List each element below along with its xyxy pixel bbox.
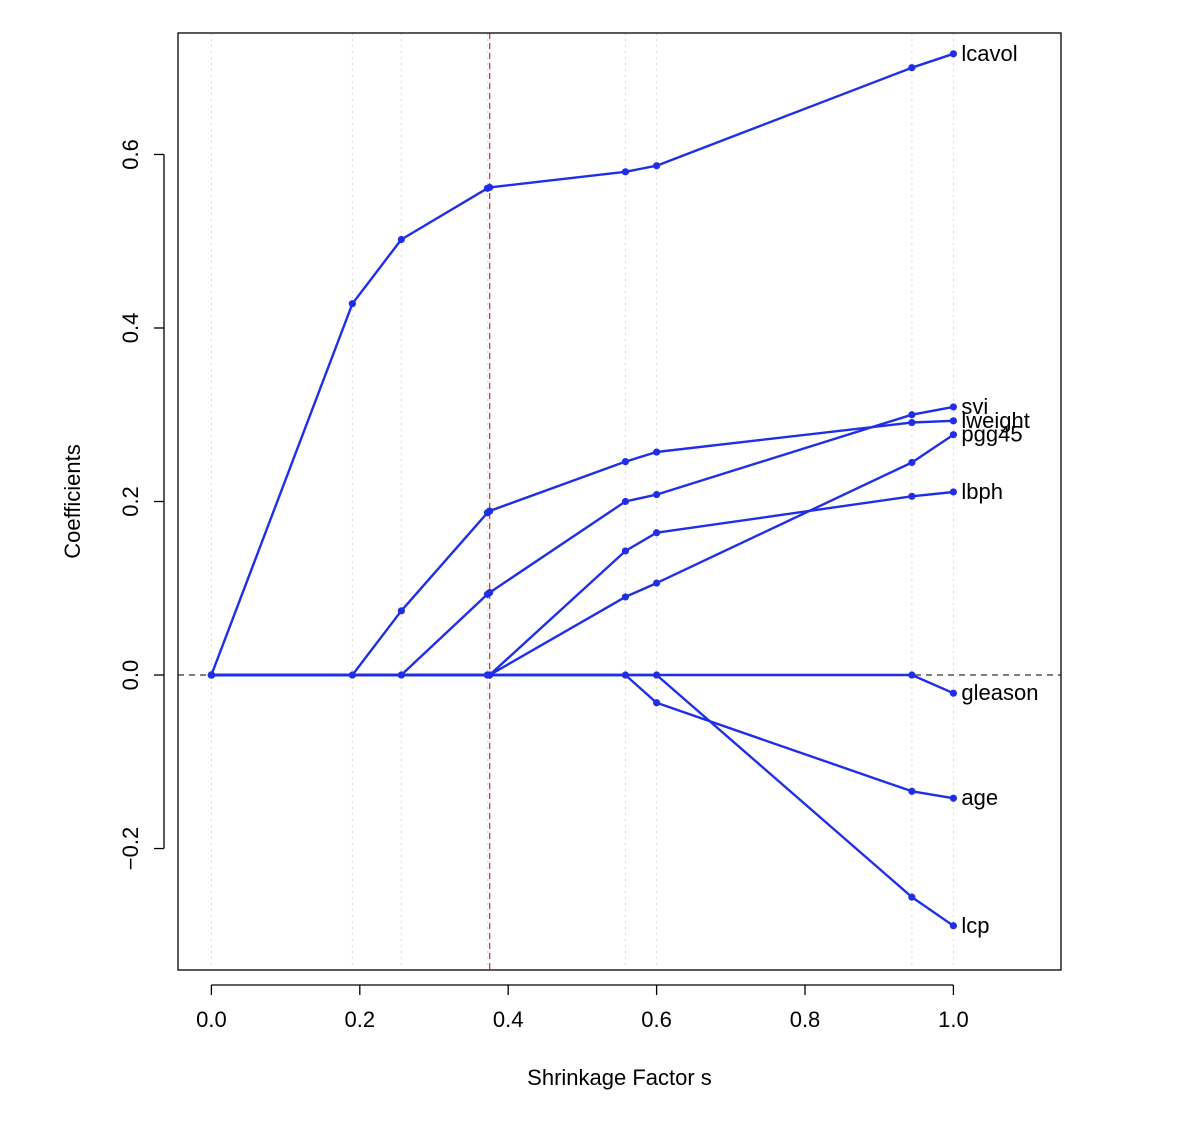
series-line-gleason <box>211 673 954 695</box>
x-tick-label: 0.0 <box>196 1007 227 1032</box>
data-point <box>621 593 630 601</box>
series-line-lcp <box>211 673 955 927</box>
series-line-svi <box>211 405 954 677</box>
series-label-age: age <box>961 785 998 810</box>
x-tick-label: 0.6 <box>641 1007 672 1032</box>
data-point <box>949 794 958 802</box>
data-point <box>653 699 661 707</box>
x-tick-label: 0.8 <box>790 1007 821 1032</box>
data-point <box>908 418 916 427</box>
data-point <box>653 529 661 537</box>
series-pgg45: pgg45 <box>207 422 1023 679</box>
data-point <box>621 168 630 176</box>
data-point <box>908 64 916 72</box>
data-point <box>621 457 630 466</box>
data-point <box>397 235 405 244</box>
y-tick-label: 0.4 <box>118 313 143 344</box>
data-point <box>653 448 661 456</box>
series-line-lbph <box>211 490 954 677</box>
data-point <box>949 403 958 411</box>
data-point <box>908 411 916 419</box>
data-point <box>621 547 630 555</box>
y-tick-label: 0.2 <box>118 486 143 517</box>
series-lweight: lweight <box>207 408 1030 679</box>
data-point <box>397 607 405 615</box>
series-line-age <box>211 673 954 800</box>
data-point <box>908 893 916 901</box>
data-point <box>949 417 958 425</box>
x-tick-label: 1.0 <box>938 1007 969 1032</box>
series-label-lweight: lweight <box>961 408 1029 433</box>
series-lcavol: lcavol <box>207 41 1018 679</box>
data-point <box>486 183 494 192</box>
data-point <box>949 689 958 697</box>
series-label-pgg45: pgg45 <box>961 422 1022 447</box>
series-line-lcavol <box>210 52 954 676</box>
axes-layer: 0.0 0.2 0.4 0.6 0.8 1.0 −0.2 0.0 0.2 0.4 0.6 <box>118 139 969 1032</box>
data-point <box>949 922 958 930</box>
x-axis-title: Shrinkage Factor s <box>527 1065 712 1090</box>
data-point <box>908 671 916 679</box>
data-point <box>908 787 916 795</box>
y-tick-label: 0.0 <box>118 660 143 691</box>
data-point <box>653 162 661 170</box>
plot-frame <box>177 32 1062 971</box>
series-lcp: lcp <box>207 671 990 938</box>
x-tick-label: 0.2 <box>344 1007 375 1032</box>
data-point <box>653 490 661 499</box>
data-point <box>908 458 916 467</box>
data-point <box>949 431 958 439</box>
data-point <box>949 488 958 496</box>
series-svi: svi <box>207 394 988 679</box>
series-line-lweight <box>211 419 954 677</box>
series-label-lcavol: lcavol <box>961 41 1017 66</box>
series-age: age <box>207 671 998 810</box>
y-tick-label: −0.2 <box>118 827 143 870</box>
data-point <box>348 300 356 308</box>
series-label-svi: svi <box>961 394 988 419</box>
series-label-gleason: gleason <box>961 680 1038 705</box>
x-tick-label: 0.4 <box>493 1007 524 1032</box>
data-point <box>653 579 661 587</box>
data-point <box>486 588 494 597</box>
y-tick-label: 0.6 <box>118 139 143 170</box>
series-label-lcp: lcp <box>961 913 989 938</box>
data-point <box>653 671 661 679</box>
y-axis-title: Coefficients <box>60 444 85 559</box>
series-line-pgg45 <box>211 433 955 677</box>
data-point <box>908 492 916 500</box>
grid-layer <box>210 33 954 970</box>
series-label-lbph: lbph <box>961 479 1003 504</box>
series-lbph: lbph <box>207 479 1003 679</box>
data-point <box>621 497 630 506</box>
data-point <box>949 50 958 58</box>
data-point <box>486 507 494 515</box>
data-point <box>207 671 215 679</box>
